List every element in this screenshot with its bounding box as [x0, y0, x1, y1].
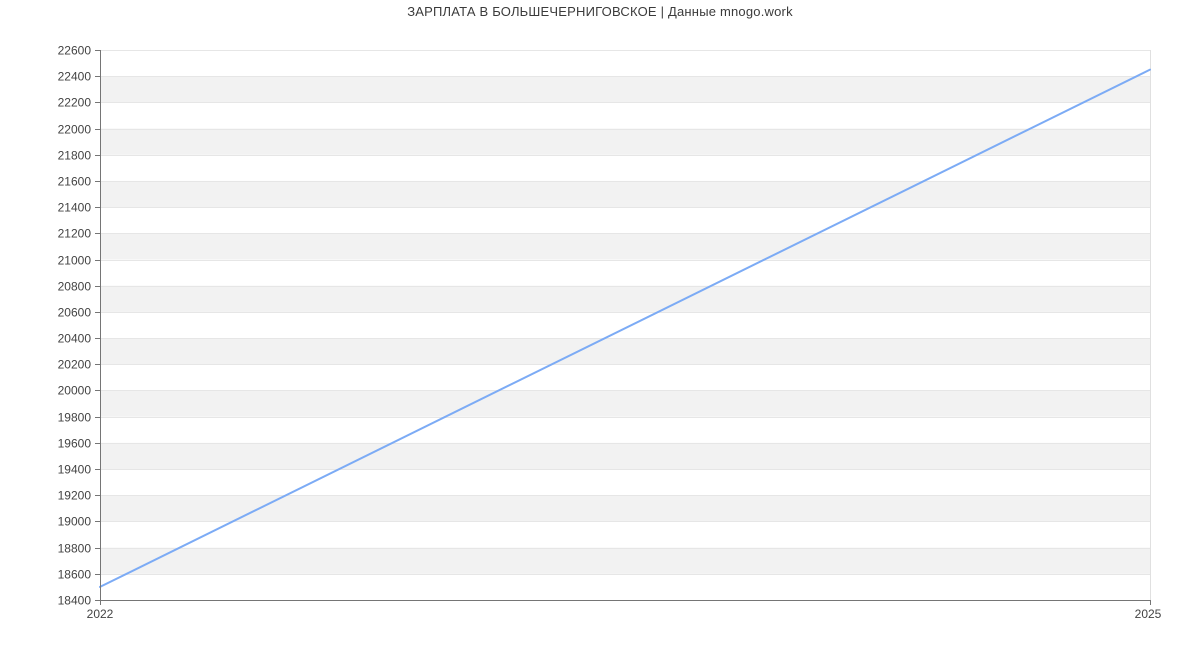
x-tick-label: 2022 — [87, 607, 114, 621]
y-tick-label: 18400 — [58, 594, 92, 608]
y-tick-label: 19400 — [58, 463, 92, 477]
background-band — [100, 285, 1150, 312]
background-band — [100, 442, 1150, 470]
y-tick-label: 21600 — [58, 175, 92, 189]
y-tick-label: 19200 — [58, 489, 92, 503]
y-tick-label: 21000 — [58, 254, 92, 268]
background-band — [100, 390, 1150, 417]
y-tick-label: 21800 — [58, 149, 92, 163]
y-tick-label: 22600 — [58, 44, 92, 58]
y-tick-label: 22400 — [58, 70, 92, 84]
y-tick-label: 22200 — [58, 96, 92, 110]
y-tick-label: 22000 — [58, 123, 92, 137]
background-band — [100, 233, 1150, 260]
chart-title: ЗАРПЛАТА В БОЛЬШЕЧЕРНИГОВСКОЕ | Данные m… — [407, 4, 793, 19]
y-tick-label: 18600 — [58, 568, 92, 582]
y-tick-label: 20600 — [58, 306, 92, 320]
y-tick-label: 21200 — [58, 227, 92, 241]
y-tick-label: 20800 — [58, 280, 92, 294]
x-tick-label: 2025 — [1135, 607, 1162, 621]
background-band — [100, 128, 1150, 155]
y-tick-label: 19600 — [58, 437, 92, 451]
background-band — [100, 180, 1150, 208]
salary-trend-line — [99, 68, 1151, 588]
y-tick-label: 19800 — [58, 411, 92, 425]
y-tick-label: 20400 — [58, 332, 92, 346]
background-band — [100, 76, 1150, 103]
y-tick-label: 19000 — [58, 515, 92, 529]
y-tick-label: 20200 — [58, 358, 92, 372]
y-tick-label: 18800 — [58, 542, 92, 556]
y-tick-label: 21400 — [58, 201, 92, 215]
y-tick-label: 20000 — [58, 384, 92, 398]
background-band — [100, 338, 1150, 365]
background-band — [100, 547, 1150, 574]
